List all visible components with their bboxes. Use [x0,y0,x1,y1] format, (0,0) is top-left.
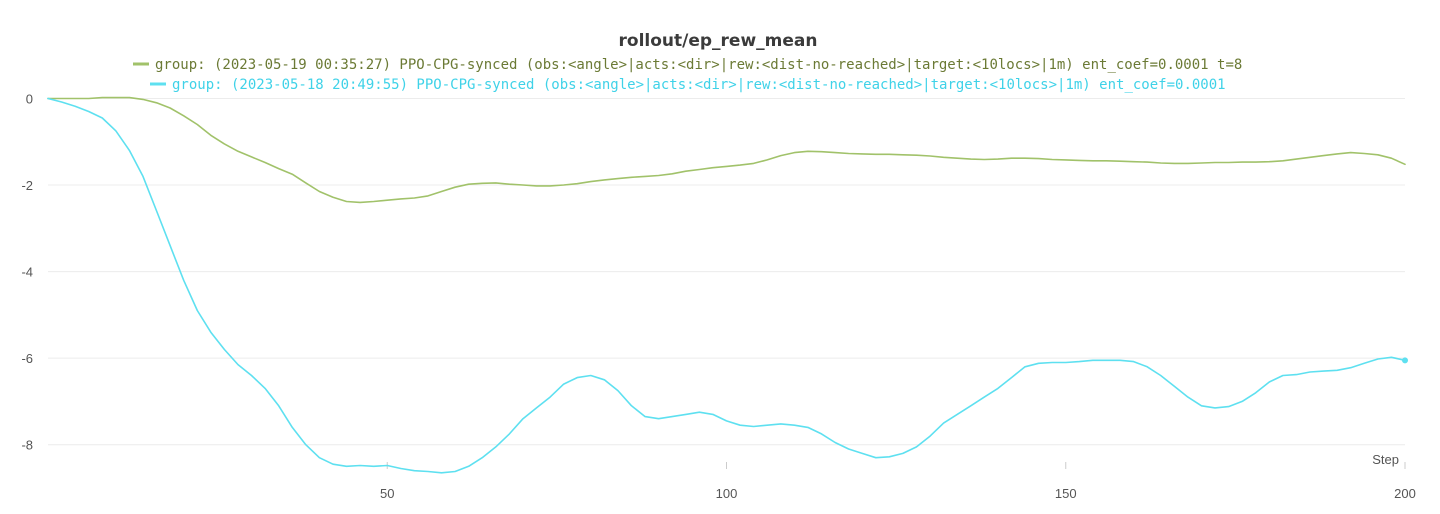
x-tick-label-2: 150 [1055,486,1077,501]
x-axis: 50 100 150 200 [380,462,1416,501]
y-tick-label-2: -4 [21,265,33,280]
y-tick-label-0: 0 [26,91,33,106]
y-tick-label-1: -2 [21,178,33,193]
x-tick-label-1: 100 [716,486,738,501]
series-line-2 [47,97,1406,474]
series-2-end-marker [1402,357,1408,364]
legend: group: (2023-05-19 00:35:27) PPO-CPG-syn… [133,57,1242,93]
x-axis-label: Step [1372,452,1399,467]
legend-label-series-1: group: (2023-05-19 00:35:27) PPO-CPG-syn… [155,57,1242,73]
y-axis: 0 -2 -4 -6 -8 [21,91,33,452]
x-tick-label-3: 200 [1394,486,1416,501]
chart-title: rollout/ep_rew_mean [619,31,818,51]
y-tick-label-3: -6 [21,351,33,366]
x-tick-label-0: 50 [380,486,394,501]
series-line-1 [47,96,1406,204]
y-tick-label-4: -8 [21,438,33,453]
grid-lines [48,97,1405,446]
series-lines [47,96,1408,474]
legend-label-series-2: group: (2023-05-18 20:49:55) PPO-CPG-syn… [172,77,1226,93]
